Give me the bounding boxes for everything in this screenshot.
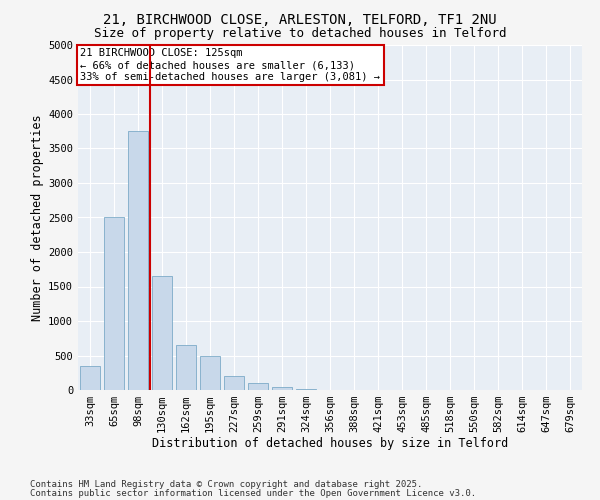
Bar [248, 383, 268, 390]
Text: Contains public sector information licensed under the Open Government Licence v3: Contains public sector information licen… [30, 488, 476, 498]
Bar [80, 366, 100, 390]
Text: 21, BIRCHWOOD CLOSE, ARLESTON, TELFORD, TF1 2NU: 21, BIRCHWOOD CLOSE, ARLESTON, TELFORD, … [103, 12, 497, 26]
Bar [128, 131, 148, 390]
Y-axis label: Number of detached properties: Number of detached properties [31, 114, 44, 321]
Bar [224, 376, 244, 390]
Text: Contains HM Land Registry data © Crown copyright and database right 2025.: Contains HM Land Registry data © Crown c… [30, 480, 422, 489]
Text: Size of property relative to detached houses in Telford: Size of property relative to detached ho… [94, 28, 506, 40]
Bar [296, 388, 316, 390]
Bar [272, 386, 292, 390]
Bar [176, 345, 196, 390]
X-axis label: Distribution of detached houses by size in Telford: Distribution of detached houses by size … [152, 436, 508, 450]
Bar [200, 356, 220, 390]
Text: 21 BIRCHWOOD CLOSE: 125sqm
← 66% of detached houses are smaller (6,133)
33% of s: 21 BIRCHWOOD CLOSE: 125sqm ← 66% of deta… [80, 48, 380, 82]
Bar [152, 276, 172, 390]
Bar [104, 218, 124, 390]
